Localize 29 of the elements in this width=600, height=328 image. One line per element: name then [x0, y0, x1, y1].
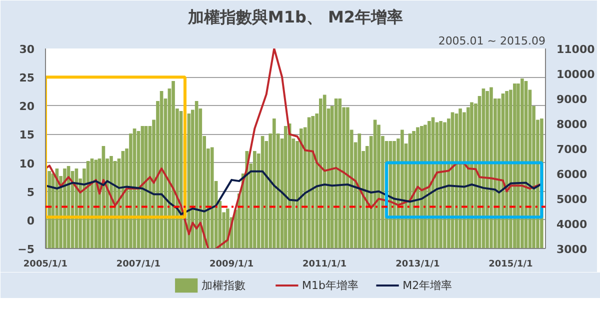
y2-tick-label: 7000: [556, 143, 588, 156]
x-tick-label: 2009/1/1: [210, 260, 254, 270]
line-series: [46, 170, 543, 216]
y-tick-label: 15: [19, 128, 35, 142]
chart-subtitle: 2005.01 ~ 2015.09: [438, 34, 546, 48]
legend-label: M1b年增率: [302, 279, 359, 292]
y2-tick-label: 3000: [556, 243, 588, 256]
x-tick-label: 2015/1/1: [488, 260, 533, 270]
y-tick-label: 5: [26, 186, 34, 199]
y2-tick-label: 4000: [556, 218, 588, 231]
x-tick-label: 2013/1/1: [396, 260, 440, 270]
y2-tick-label: 5000: [556, 193, 588, 206]
y-tick-label: 20: [19, 100, 35, 114]
y-tick-label: 10: [19, 157, 35, 170]
x-tick-label: 2007/1/1: [116, 260, 161, 270]
y2-tick-label: 9000: [556, 93, 588, 106]
y-tick-label: 25: [19, 72, 35, 85]
chart-title: 加權指數與M1b、 M2年增率: [186, 8, 404, 26]
y2-tick-label: 10000: [556, 68, 596, 81]
y-tick-label: −5: [18, 243, 35, 256]
y-tick-label: 0: [26, 214, 35, 228]
y-tick-label: 30: [19, 43, 35, 56]
y2-tick-label: 6000: [556, 168, 588, 181]
x-tick-label: 2011/1/1: [302, 260, 347, 270]
y2-tick-label: 11000: [556, 43, 596, 56]
legend-label: 加權指數: [201, 279, 246, 292]
y2-tick-label: 8000: [556, 118, 588, 131]
x-tick-label: 2005/1/1: [23, 260, 68, 270]
legend-label: M2年增率: [402, 279, 452, 292]
